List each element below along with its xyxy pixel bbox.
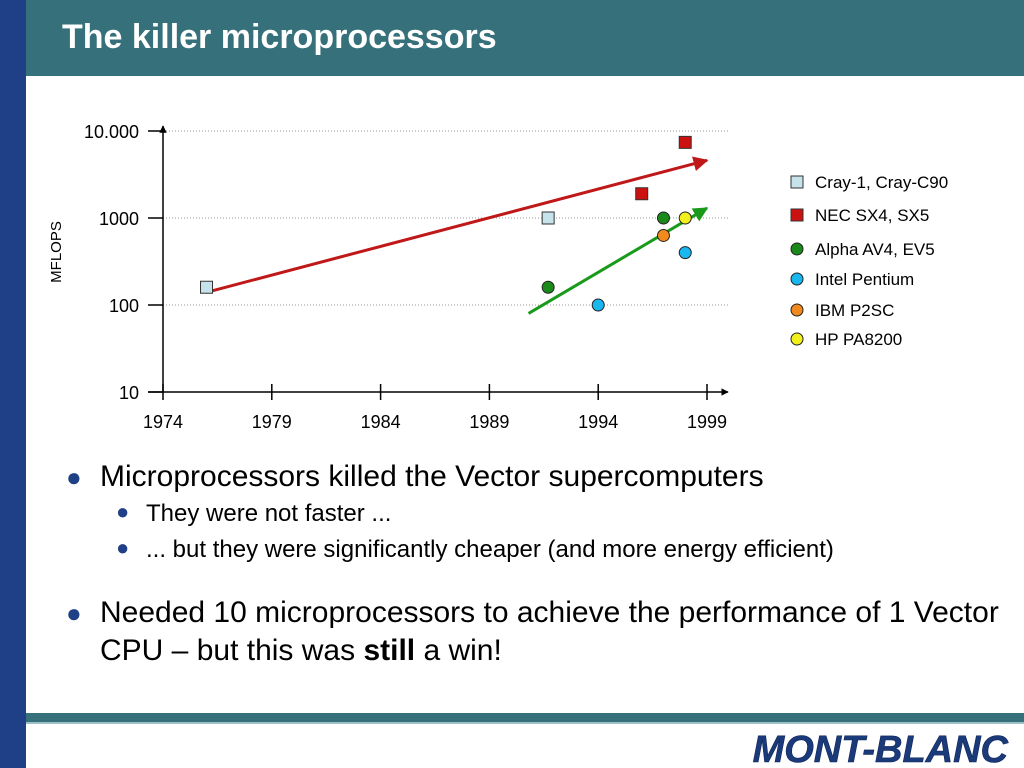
x-tick-label: 1989 bbox=[469, 412, 509, 432]
bullet-1-sub-1-text: They were not faster ... bbox=[146, 500, 392, 527]
legend-label: IBM P2SC bbox=[815, 301, 894, 320]
bullet-dot-icon: ● bbox=[116, 499, 130, 524]
trend-line bbox=[527, 206, 709, 315]
legend-swatch bbox=[790, 332, 804, 346]
bullet-2-text-b: a win! bbox=[415, 634, 502, 667]
bullet-dot-icon: ● bbox=[66, 462, 82, 492]
legend-swatch bbox=[790, 242, 804, 256]
bullet-1-text: Microprocessors killed the Vector superc… bbox=[100, 460, 764, 493]
footer-divider-highlight bbox=[26, 722, 1024, 724]
x-tick-label: 1984 bbox=[361, 412, 401, 432]
logo-text: MONT-BLANC bbox=[753, 729, 1009, 768]
title-bar bbox=[26, 0, 1024, 76]
x-tick-label: 1999 bbox=[687, 412, 727, 432]
legend-swatch bbox=[790, 272, 804, 286]
left-accent-bar bbox=[0, 0, 26, 768]
bullet-1-sub-1: ● They were not faster ... bbox=[60, 496, 1000, 532]
data-point bbox=[678, 135, 692, 149]
legend-swatch bbox=[790, 175, 804, 189]
legend-swatch bbox=[790, 303, 804, 317]
footer-divider bbox=[26, 713, 1024, 722]
x-tick-label: 1974 bbox=[143, 412, 183, 432]
data-point bbox=[635, 187, 649, 201]
data-point bbox=[656, 228, 670, 242]
bullet-dot-icon: ● bbox=[66, 598, 82, 628]
mflops-chart: 10 100 1000 10.000 1974 1979 1984 1989 1994 1999 M… bbox=[48, 122, 948, 432]
mont-blanc-logo: MONT-BLANC bbox=[752, 729, 1009, 768]
data-point bbox=[656, 211, 670, 225]
y-axis-label: MFLOPS bbox=[48, 221, 65, 283]
legend-label: NEC SX4, SX5 bbox=[815, 206, 929, 225]
legend-label: Intel Pentium bbox=[815, 270, 914, 289]
y-tick-label: 10.000 bbox=[84, 122, 139, 142]
data-point bbox=[678, 211, 692, 225]
data-point bbox=[541, 211, 555, 225]
bullet-list: ● Microprocessors killed the Vector supe… bbox=[60, 458, 1000, 670]
bullet-2: ● Needed 10 microprocessors to achieve t… bbox=[60, 594, 1000, 670]
bullet-1-sub-2-text: ... but they were significantly cheaper … bbox=[146, 536, 834, 563]
legend-label: HP PA8200 bbox=[815, 330, 902, 349]
legend-swatch bbox=[790, 208, 804, 222]
data-point bbox=[591, 298, 605, 312]
data-point bbox=[200, 280, 214, 294]
data-point bbox=[541, 280, 555, 294]
bullet-1-sub-2: ● ... but they were significantly cheape… bbox=[60, 532, 1000, 568]
y-tick-label: 1000 bbox=[99, 209, 139, 229]
bullet-2-text-a: Needed 10 microprocessors to achieve the… bbox=[100, 596, 999, 667]
data-point bbox=[678, 246, 692, 260]
x-tick-label: 1994 bbox=[578, 412, 618, 432]
bullet-2-bold: still bbox=[363, 634, 416, 667]
slide-title: The killer microprocessors bbox=[62, 18, 497, 56]
x-tick-label: 1979 bbox=[252, 412, 292, 432]
legend-label: Cray-1, Cray-C90 bbox=[815, 173, 948, 192]
y-tick-label: 100 bbox=[109, 296, 139, 316]
bullet-1: ● Microprocessors killed the Vector supe… bbox=[60, 458, 1000, 496]
bullet-dot-icon: ● bbox=[116, 535, 130, 560]
trend-line bbox=[206, 156, 709, 294]
legend-label: Alpha AV4, EV5 bbox=[815, 240, 935, 259]
y-tick-label: 10 bbox=[119, 383, 139, 403]
